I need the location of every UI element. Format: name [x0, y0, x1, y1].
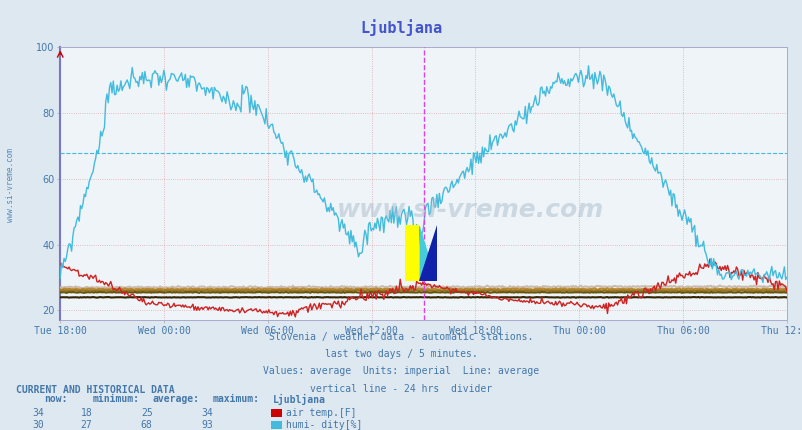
Text: 30: 30 — [32, 420, 44, 430]
Text: last two days / 5 minutes.: last two days / 5 minutes. — [325, 349, 477, 359]
Text: 27: 27 — [80, 420, 92, 430]
Text: 34: 34 — [200, 408, 213, 418]
Text: vertical line - 24 hrs  divider: vertical line - 24 hrs divider — [310, 384, 492, 393]
Polygon shape — [419, 225, 436, 281]
Text: now:: now: — [44, 394, 67, 404]
Text: CURRENT AND HISTORICAL DATA: CURRENT AND HISTORICAL DATA — [16, 385, 175, 395]
Text: 68: 68 — [140, 420, 152, 430]
Text: minimum:: minimum: — [92, 394, 140, 404]
Text: Values: average  Units: imperial  Line: average: Values: average Units: imperial Line: av… — [263, 366, 539, 376]
Text: www.si-vreme.com: www.si-vreme.com — [336, 198, 603, 221]
Text: humi- dity[%]: humi- dity[%] — [286, 420, 362, 430]
Text: maximum:: maximum: — [213, 394, 260, 404]
Text: 34: 34 — [32, 408, 44, 418]
Text: 18: 18 — [80, 408, 92, 418]
Text: 25: 25 — [140, 408, 152, 418]
Text: www.si-vreme.com: www.si-vreme.com — [6, 148, 15, 222]
Text: average:: average: — [152, 394, 200, 404]
Text: 93: 93 — [200, 420, 213, 430]
Polygon shape — [419, 225, 436, 281]
Text: Slovenia / weather data - automatic stations.: Slovenia / weather data - automatic stat… — [269, 332, 533, 342]
Text: Ljubljana: Ljubljana — [273, 394, 326, 405]
Bar — [405, 225, 419, 281]
Text: air temp.[F]: air temp.[F] — [286, 408, 356, 418]
Text: Ljubljana: Ljubljana — [360, 19, 442, 36]
